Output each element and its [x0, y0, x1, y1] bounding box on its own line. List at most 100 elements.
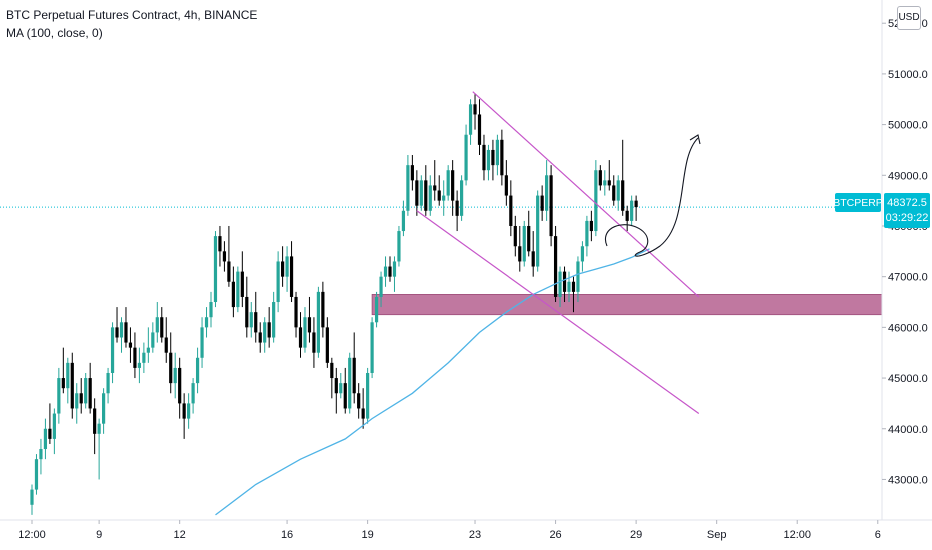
candle-body[interactable] [482, 144, 486, 171]
candle-body[interactable] [75, 393, 79, 409]
ma100-line[interactable] [215, 248, 650, 516]
candle-body[interactable] [612, 185, 616, 201]
candle-body[interactable] [460, 180, 464, 216]
candle-body[interactable] [374, 296, 379, 323]
candle-body[interactable] [343, 383, 347, 409]
candle-body[interactable] [298, 327, 303, 348]
candle-body[interactable] [289, 256, 294, 297]
candle-body[interactable] [567, 281, 571, 292]
candle-body[interactable] [30, 489, 34, 505]
candle-body[interactable] [307, 317, 312, 333]
candle-body[interactable] [630, 200, 634, 221]
candle-body[interactable] [334, 378, 338, 394]
candle-body[interactable] [200, 327, 204, 358]
candle-body[interactable] [504, 175, 508, 196]
candle-body[interactable] [419, 180, 423, 206]
candle-body[interactable] [464, 134, 468, 181]
candle-body[interactable] [352, 357, 356, 394]
candle-body[interactable] [397, 231, 401, 262]
candle-body[interactable] [527, 225, 531, 252]
candle-body[interactable] [231, 281, 235, 308]
candle-body[interactable] [236, 271, 240, 308]
candle-body[interactable] [495, 139, 499, 166]
currency-button[interactable]: USD [897, 6, 921, 30]
candle-body[interactable] [446, 170, 450, 196]
candle-body[interactable] [66, 362, 70, 389]
candle-body[interactable] [191, 383, 195, 404]
candle-body[interactable] [406, 165, 410, 211]
candle-body[interactable] [392, 261, 397, 277]
candle-body[interactable] [549, 175, 553, 237]
candle-body[interactable] [133, 347, 137, 368]
candle-body[interactable] [155, 317, 159, 333]
candle-body[interactable] [195, 357, 200, 384]
candle-body[interactable] [276, 261, 280, 303]
candle-body[interactable] [142, 352, 146, 363]
candle-body[interactable] [61, 378, 65, 389]
candle-body[interactable] [164, 337, 168, 353]
candle-body[interactable] [281, 261, 285, 277]
candle-body[interactable] [303, 317, 307, 348]
candle-body[interactable] [634, 200, 638, 208]
candle-body[interactable] [146, 347, 150, 353]
candle-body[interactable] [531, 251, 535, 267]
candle-body[interactable] [491, 149, 495, 166]
candle-body[interactable] [79, 393, 83, 404]
candle-body[interactable] [433, 185, 437, 191]
plot-area[interactable] [0, 91, 883, 516]
candle-body[interactable] [625, 210, 629, 221]
candle-body[interactable] [576, 261, 580, 292]
candle-body[interactable] [294, 296, 298, 328]
candle-body[interactable] [594, 170, 598, 232]
candle-body[interactable] [213, 236, 218, 303]
candle-body[interactable] [93, 408, 97, 434]
candle-body[interactable] [553, 236, 558, 297]
candle-body[interactable] [115, 327, 119, 338]
candle-body[interactable] [182, 403, 186, 419]
symbol-title[interactable]: BTC Perpetual Futures Contract, 4h, BINA… [6, 8, 258, 22]
candle-body[interactable] [128, 342, 133, 348]
candle-body[interactable] [151, 332, 155, 348]
candle-body[interactable] [178, 367, 182, 404]
candle-body[interactable] [621, 180, 625, 211]
candle-body[interactable] [187, 403, 191, 419]
candle-body[interactable] [160, 317, 164, 338]
candle-body[interactable] [437, 190, 441, 201]
candle-body[interactable] [558, 271, 562, 297]
candle-body[interactable] [254, 312, 258, 333]
candle-body[interactable] [249, 312, 253, 328]
candle-body[interactable] [348, 357, 352, 409]
candle-body[interactable] [267, 322, 271, 338]
candle-body[interactable] [204, 317, 209, 328]
candle-body[interactable] [589, 220, 593, 232]
candle-body[interactable] [330, 362, 334, 379]
candle-body[interactable] [473, 104, 477, 115]
price-axis[interactable]: 43000.044000.045000.046000.047000.048000… [881, 0, 928, 520]
candle-body[interactable] [410, 165, 414, 181]
candle-body[interactable] [102, 393, 106, 424]
candle-body[interactable] [137, 362, 141, 368]
candle-body[interactable] [361, 408, 365, 419]
candle-body[interactable] [562, 271, 567, 292]
candle-body[interactable] [477, 114, 482, 145]
candle-body[interactable] [209, 302, 213, 318]
candle-body[interactable] [603, 180, 607, 186]
projection-curve[interactable] [604, 137, 699, 257]
candle-body[interactable] [451, 170, 455, 201]
candle-body[interactable] [607, 180, 611, 186]
candle-body[interactable] [240, 271, 244, 297]
candle-body[interactable] [124, 322, 128, 343]
candle-body[interactable] [518, 246, 522, 262]
lower-trendline[interactable] [416, 210, 700, 415]
candle-body[interactable] [585, 220, 589, 247]
candle-body[interactable] [169, 352, 173, 384]
candle-body[interactable] [218, 236, 222, 252]
candle-body[interactable] [509, 195, 513, 226]
candle-body[interactable] [173, 367, 177, 384]
candle-body[interactable] [39, 449, 43, 460]
candle-body[interactable] [486, 149, 491, 171]
candle-body[interactable] [401, 210, 406, 232]
candle-body[interactable] [312, 332, 316, 353]
upper-trendline[interactable] [472, 91, 700, 298]
